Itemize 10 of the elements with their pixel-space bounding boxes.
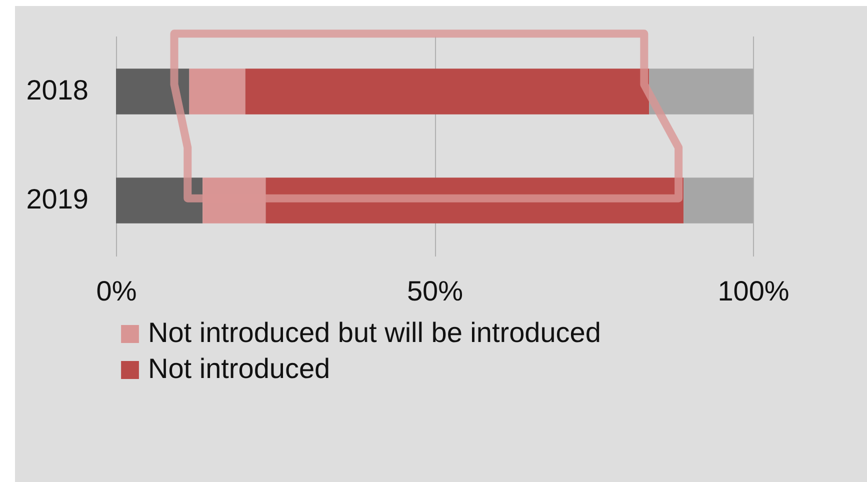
legend-label: Not introduced bbox=[148, 353, 330, 384]
bar bbox=[189, 68, 246, 114]
x-tick-label: 50% bbox=[406, 276, 464, 306]
x-tick-label: 0% bbox=[96, 276, 137, 306]
legend-label: Not introduced but will be introduced bbox=[148, 317, 601, 348]
bar bbox=[245, 68, 650, 114]
bar bbox=[116, 178, 203, 224]
y-tick-label: 2018 bbox=[26, 74, 88, 106]
y-tick-label: 2019 bbox=[26, 183, 88, 214]
x-tick-label: 100% bbox=[718, 276, 790, 306]
